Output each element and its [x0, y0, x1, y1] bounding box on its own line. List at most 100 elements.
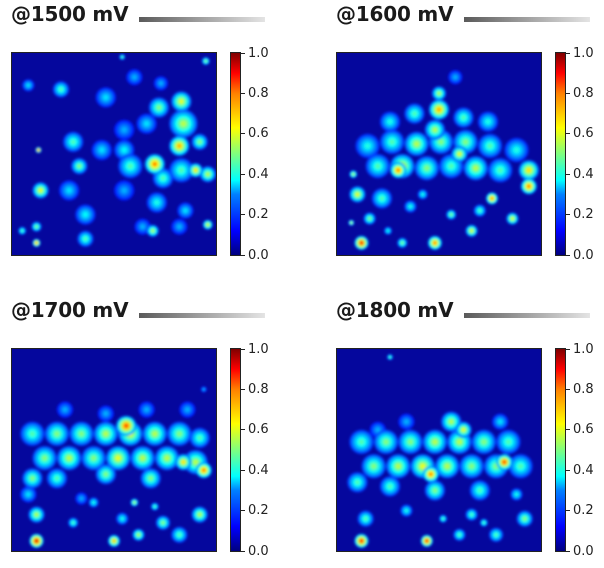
heatmap-peak: [354, 533, 369, 548]
colorbar-tick: 1.0: [566, 340, 594, 358]
heatmap-peak: [44, 421, 69, 446]
colorbar-tick: 0.2: [566, 502, 594, 520]
heatmap-peak: [46, 468, 67, 489]
heatmap-peak: [130, 498, 139, 507]
colorbar-tick: 0.0: [241, 542, 269, 560]
colorbar-tick: 0.4: [241, 461, 269, 479]
heatmap-peak: [473, 204, 486, 217]
heatmap-peak: [97, 405, 114, 422]
tick-label: 0.8: [573, 381, 594, 397]
heatmap-peak: [496, 454, 513, 471]
heatmap-peak: [189, 427, 210, 448]
colorbar-ticks: 0.0 0.2 0.4 0.6 0.8 1.0: [566, 342, 604, 559]
colorbar-tick: 1.0: [566, 44, 594, 62]
heatmap-peak: [404, 103, 425, 124]
heatmap-peak: [354, 235, 369, 250]
heatmap-peak: [71, 158, 88, 175]
heatmap-peak: [428, 99, 450, 120]
colorbar-ticks: 0.0 0.2 0.4 0.6 0.8 1.0: [566, 46, 604, 263]
heatmap-peak: [114, 119, 135, 140]
colorbar-ticks: 0.0 0.2 0.4 0.6 0.8 1.0: [241, 46, 301, 263]
tick-label: 0.6: [573, 422, 594, 438]
heatmap-peak: [488, 158, 513, 183]
panel-1700mv: @1700 mV 0.0 0.2 0.4 0.6 0.8 1.0: [11, 298, 301, 568]
heatmap-peak: [397, 237, 408, 248]
colorbar-tick: 0.6: [241, 421, 269, 439]
heatmap-peak: [357, 510, 374, 527]
heatmap-plot: [11, 52, 217, 256]
heatmap-canvas: [18, 54, 216, 247]
heatmap-peak: [114, 180, 135, 201]
tick-mark: [566, 510, 570, 512]
heatmap-peak: [496, 429, 521, 454]
heatmap-canvas: [347, 354, 533, 548]
heatmap-peak: [136, 113, 157, 134]
title-gradient-bar: [464, 313, 590, 318]
heatmap-peak: [175, 454, 192, 471]
tick-label: 0.4: [248, 462, 269, 478]
panel-title: @1500 mV: [11, 2, 129, 26]
heatmap-peak: [18, 226, 27, 235]
heatmap-peak: [106, 446, 131, 471]
tick-label: 1.0: [248, 341, 269, 357]
tick-mark: [241, 469, 245, 471]
heatmap-peak: [465, 224, 478, 237]
heatmap-peak: [93, 421, 118, 446]
colorbar-tick: 0.2: [566, 206, 594, 224]
tick-label: 0.6: [573, 126, 594, 142]
heatmap-peak: [379, 476, 401, 497]
heatmap-peak: [177, 202, 194, 219]
tick-label: 0.0: [573, 247, 594, 263]
heatmap-peak: [404, 200, 417, 213]
tick-label: 0.6: [248, 422, 269, 438]
heatmap-peak: [427, 235, 442, 250]
heatmap-peak: [492, 413, 509, 430]
heatmap-peak: [95, 464, 116, 485]
heatmap-peak: [347, 472, 368, 493]
heatmap-peak: [424, 480, 445, 501]
heatmap-peak: [510, 488, 523, 501]
tick-label: 1.0: [248, 45, 269, 61]
heatmap-peak: [431, 86, 447, 101]
heatmap-peak: [116, 512, 129, 525]
heatmap-peak: [75, 204, 96, 225]
heatmap-peak: [142, 421, 167, 446]
heatmap-peak: [169, 109, 198, 138]
heatmap-peak: [199, 166, 216, 183]
heatmap-peak: [422, 429, 447, 454]
heatmap-peak: [422, 466, 439, 483]
heatmap-peak: [28, 506, 45, 523]
heatmap-peak: [22, 79, 35, 92]
heatmap-peak: [398, 413, 415, 430]
heatmap-peak: [361, 454, 386, 479]
tick-mark: [566, 52, 570, 54]
heatmap-peak: [477, 133, 503, 158]
colorbar-tick: 0.8: [566, 84, 594, 102]
heatmap-peak: [118, 154, 143, 179]
heatmap-peak: [453, 107, 474, 128]
tick-label: 1.0: [573, 45, 594, 61]
colorbar: [555, 348, 566, 552]
tick-mark: [566, 469, 570, 471]
heatmap-peak: [167, 421, 192, 446]
tick-mark: [241, 348, 245, 350]
title-gradient-bar: [139, 313, 265, 318]
tick-mark: [241, 254, 245, 256]
heatmap-peak: [471, 429, 496, 454]
heatmap-peak: [404, 131, 429, 156]
tick-mark: [566, 173, 570, 175]
heatmap-peak: [504, 137, 529, 163]
heatmap-peak: [435, 454, 460, 479]
tick-mark: [241, 550, 245, 552]
heatmap-peak: [119, 54, 126, 60]
heatmap-peak: [91, 139, 112, 161]
tick-mark: [566, 214, 570, 216]
tick-label: 0.6: [248, 126, 269, 142]
heatmap-peak: [154, 446, 180, 471]
tick-mark: [566, 550, 570, 552]
colorbar-tick: 0.0: [566, 542, 594, 560]
heatmap-peak: [390, 162, 407, 179]
colorbar-tick: 0.6: [566, 125, 594, 143]
heatmap-peak: [349, 429, 374, 454]
heatmap-peak: [169, 135, 190, 156]
